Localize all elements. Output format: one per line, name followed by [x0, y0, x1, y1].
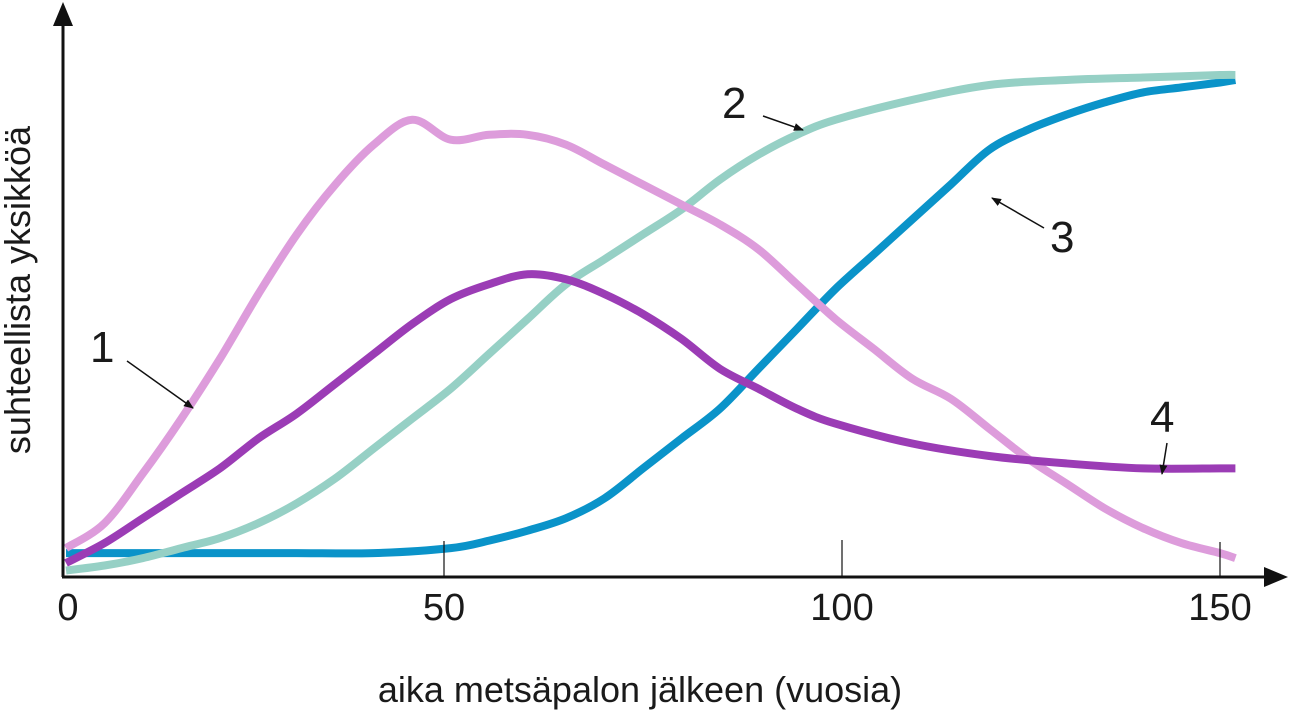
callout-4: 4: [1150, 393, 1174, 475]
callout-label-1: 1: [90, 323, 114, 372]
y-axis-title: suhteellista yksikköä: [0, 125, 38, 454]
series-1-line: [63, 115, 1237, 562]
series-3-line: [66, 76, 1237, 558]
callout-label-4: 4: [1150, 393, 1174, 442]
axes: [53, 2, 1288, 587]
x-tick-labels: 0 50 100 150: [57, 587, 1251, 629]
x-axis-arrow-icon: [1264, 567, 1288, 587]
series-4-line: [64, 270, 1236, 567]
x-tick-label-0: 0: [57, 587, 78, 629]
callout-arrow-4: [1159, 442, 1168, 475]
x-axis-title: aika metsäpalon jälkeen (vuosia): [378, 669, 902, 710]
callout-2: 2: [722, 79, 804, 131]
callout-label-2: 2: [722, 79, 746, 128]
series-layer: [63, 70, 1237, 575]
x-tick-label-50: 50: [423, 587, 465, 629]
callout-arrow-1: [126, 360, 194, 409]
x-tick-label-150: 150: [1188, 587, 1251, 629]
callout-label-3: 3: [1050, 213, 1074, 262]
callout-arrow-3: [991, 197, 1045, 229]
callout-arrow-2: [762, 115, 804, 131]
callout-1: 1: [90, 323, 194, 409]
x-tick-label-100: 100: [810, 587, 873, 629]
callout-3: 3: [991, 197, 1074, 262]
y-axis-arrow-icon: [53, 2, 73, 26]
